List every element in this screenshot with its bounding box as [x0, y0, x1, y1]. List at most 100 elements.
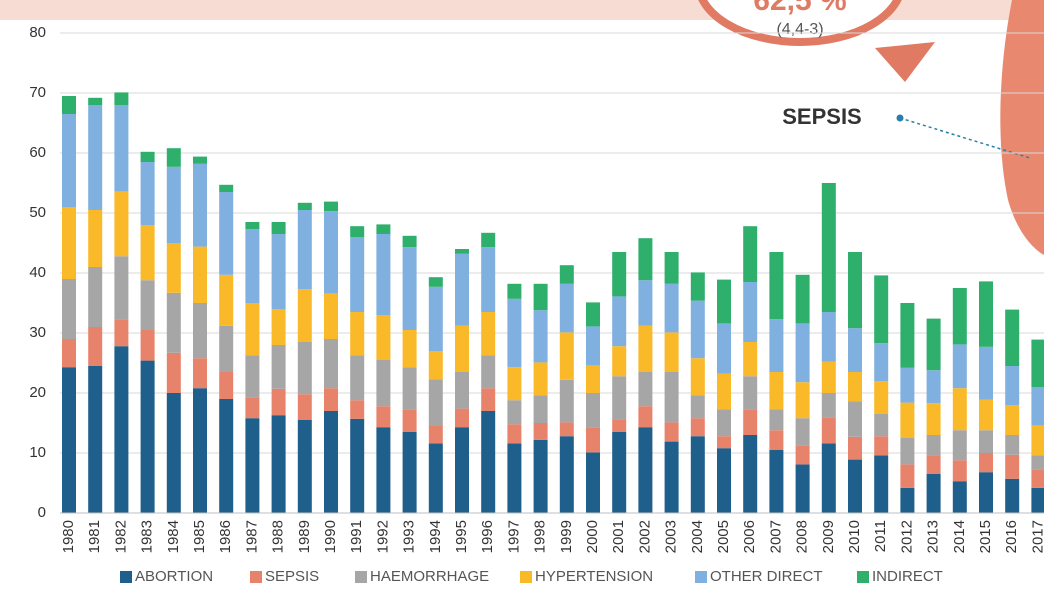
x-tick-label: 2015 [977, 520, 994, 553]
bar-segment [690, 418, 705, 437]
y-tick-label: 40 [29, 264, 46, 281]
bar-segment [271, 415, 286, 513]
legend-swatch [355, 571, 367, 583]
bar-segment [428, 379, 443, 426]
bar-segment [481, 388, 496, 411]
x-tick-label: 2007 [767, 520, 784, 553]
bar-segment [402, 330, 417, 368]
bar-segment [166, 292, 181, 353]
bar-segment [219, 274, 234, 326]
bar-segment [795, 323, 810, 383]
bar-segment [612, 252, 627, 297]
bar-segment [88, 97, 103, 105]
bar-segment [926, 318, 941, 371]
bar-segment [455, 408, 469, 428]
annotation: 62,5 % [753, 0, 846, 17]
bar-segment [586, 452, 600, 513]
bar-segment [507, 298, 522, 368]
legend-label: ABORTION [135, 568, 213, 585]
x-tick-label: 1999 [558, 520, 575, 553]
bar-segment [245, 222, 260, 230]
bar-segment [324, 211, 338, 294]
bar-segment [848, 328, 862, 372]
bar-segment [638, 238, 653, 281]
bar-segment [219, 325, 234, 372]
bar-segment [743, 435, 758, 513]
bar-segment [88, 105, 103, 210]
x-tick-label: 1981 [86, 520, 103, 553]
y-tick-label: 30 [29, 324, 46, 341]
bar-segment [559, 422, 574, 437]
bar-segment [690, 272, 705, 301]
annotation: (4,4-3) [776, 21, 823, 38]
bar-segment [402, 367, 417, 410]
bar-segment [874, 414, 889, 437]
bar-segment [795, 418, 810, 446]
y-tick-label: 20 [29, 384, 46, 401]
bar-segment [664, 441, 679, 513]
bar-segment [1005, 454, 1020, 479]
bar-segment [848, 252, 862, 329]
bar-segment [140, 280, 155, 330]
bar-segment [324, 201, 338, 212]
bar-segment [874, 436, 889, 456]
bar-segment [743, 282, 758, 342]
bar-segment [979, 399, 993, 431]
bar-segment [979, 430, 993, 453]
x-tick-label: 2013 [925, 520, 942, 553]
bar-segment [612, 296, 627, 347]
bar-segment [1031, 339, 1044, 387]
bar-segment [166, 148, 181, 167]
bar-segment [376, 315, 391, 360]
bar-segment [900, 402, 915, 438]
x-tick-label: 1992 [374, 520, 391, 553]
bar-segment [612, 419, 627, 432]
legend-label: SEPSIS [265, 568, 319, 585]
bar-segment [874, 275, 889, 344]
bar-segment [297, 202, 312, 210]
bar-segment [821, 393, 836, 418]
bar-segment [140, 151, 155, 162]
bar-segment [271, 309, 286, 345]
bar-segment [428, 443, 443, 513]
bar-segment [219, 184, 234, 192]
bar-segment [900, 487, 915, 513]
bar-segment [821, 443, 836, 513]
bar-segment [926, 435, 941, 456]
bar-segment [533, 395, 548, 423]
y-tick-label: 0 [38, 504, 46, 521]
bar-segment [193, 156, 207, 164]
y-tick-label: 60 [29, 144, 46, 161]
bar-segment [324, 388, 338, 411]
y-tick-label: 70 [29, 84, 46, 101]
annotation: SEPSIS [782, 104, 861, 129]
bar-segment [952, 481, 967, 513]
x-tick-label: 2001 [610, 520, 627, 553]
bar-segment [193, 358, 207, 389]
legend-label: HYPERTENSION [535, 568, 653, 585]
bar-segment [376, 224, 391, 234]
x-tick-label: 1980 [60, 520, 77, 553]
bar-segment [690, 436, 705, 513]
bar-segment [848, 459, 862, 513]
bar-segment [1005, 435, 1020, 455]
bar-segment [559, 265, 574, 284]
bar-segment [664, 422, 679, 442]
bar-segment [743, 409, 758, 435]
bar-segment [507, 443, 522, 513]
bar-segment [769, 372, 784, 410]
bar-segment [114, 256, 129, 320]
x-tick-label: 2009 [820, 520, 837, 553]
bar-segment [612, 432, 627, 513]
bar-segment [900, 303, 915, 368]
bar-segment [795, 464, 810, 513]
bar-segment [690, 358, 705, 396]
bar-segment [88, 366, 103, 513]
bar-segment [114, 346, 129, 513]
bar-segment [245, 418, 260, 513]
x-tick-label: 1985 [191, 520, 208, 553]
bar-segment [62, 96, 76, 114]
bar-segment [586, 393, 600, 428]
bar-segment [507, 400, 522, 425]
bar-segment [350, 237, 365, 312]
